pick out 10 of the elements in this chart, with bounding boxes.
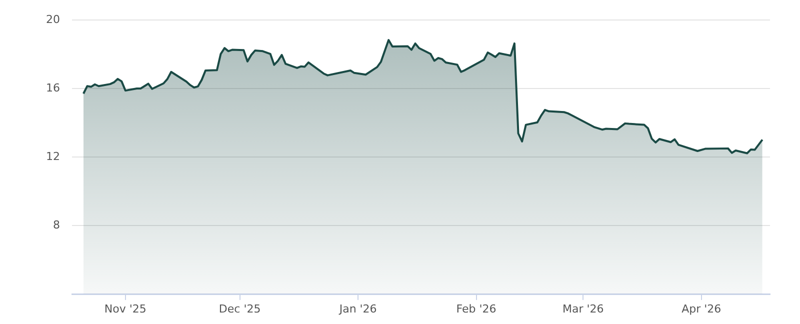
x-tick-label: Mar '26 (562, 302, 604, 316)
y-tick-label: 20 (46, 12, 60, 26)
x-tick-label: Nov '25 (104, 302, 146, 316)
y-tick-label: 12 (46, 150, 60, 163)
x-tick-label: Dec '25 (218, 302, 261, 316)
x-tick-label: Apr '26 (682, 302, 722, 316)
y-tick-label: 8 (53, 218, 60, 232)
x-tick-label: Jan '26 (338, 302, 377, 316)
y-tick-label: 16 (46, 81, 60, 94)
x-tick-label: Feb '26 (456, 302, 496, 316)
